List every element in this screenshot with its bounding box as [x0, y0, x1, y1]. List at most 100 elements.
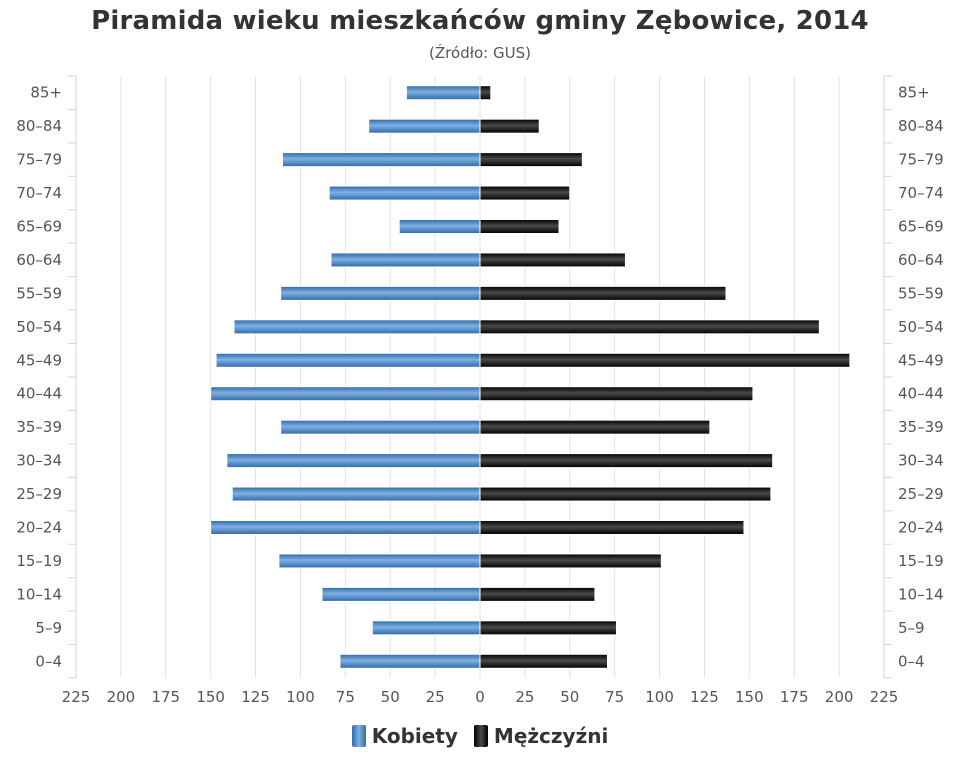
bar-women: [339, 653, 481, 669]
y-tick-label-left: 50–54: [16, 318, 62, 336]
y-tick-label-right: 45–49: [898, 351, 944, 369]
chart-title: Piramida wieku mieszkańców gminy Zębowic…: [91, 6, 869, 36]
y-tick-label-right: 70–74: [898, 184, 944, 202]
y-tick-label-right: 60–64: [898, 251, 944, 269]
bar-men: [479, 152, 583, 168]
legend-item-men[interactable]: Mężczyźni: [473, 724, 609, 748]
bar-men: [479, 185, 571, 201]
bar-men: [479, 486, 772, 502]
bar-men: [479, 553, 662, 569]
y-tick-label-left: 20–24: [16, 519, 62, 537]
x-tick-label: 150: [196, 688, 225, 706]
y-tick-label-left: 10–14: [16, 585, 62, 603]
bar-women: [278, 553, 481, 569]
bar-men: [479, 453, 774, 469]
bar-men: [479, 653, 608, 669]
y-tick-label-right: 30–34: [898, 452, 944, 470]
bar-women: [368, 118, 481, 134]
x-tick-label: 100: [645, 688, 674, 706]
bar-women: [328, 185, 481, 201]
legend: Kobiety Mężczyźni: [0, 724, 960, 748]
bars: [210, 85, 851, 669]
bar-men: [479, 285, 727, 301]
y-tick-label-left: 85+: [30, 84, 62, 102]
bar-men: [479, 386, 754, 402]
bar-women: [398, 219, 481, 234]
x-tick-label: 200: [825, 688, 854, 706]
x-tick-label: 0: [475, 688, 485, 706]
x-tick-label: 125: [690, 688, 719, 706]
bar-women: [371, 620, 481, 636]
bar-men: [479, 620, 617, 636]
bar-women: [280, 285, 481, 301]
y-tick-label-left: 25–29: [16, 485, 62, 503]
y-tick-label-right: 55–59: [898, 284, 944, 302]
bar-women: [281, 152, 481, 168]
y-tick-label-right: 65–69: [898, 218, 944, 236]
bar-men: [479, 85, 492, 101]
legend-label-men: Mężczyźni: [493, 724, 609, 748]
bar-men: [479, 586, 596, 602]
y-tick-label-left: 65–69: [16, 218, 62, 236]
legend-item-women[interactable]: Kobiety: [351, 724, 458, 748]
y-tick-label-right: 80–84: [898, 117, 944, 135]
x-tick-label: 75: [605, 688, 624, 706]
bar-men: [479, 520, 745, 535]
y-tick-label-left: 60–64: [16, 251, 62, 269]
bar-women: [233, 319, 481, 335]
bar-women: [405, 85, 481, 101]
x-tick-label: 25: [515, 688, 534, 706]
bar-men: [479, 252, 626, 268]
x-tick-label: 75: [336, 688, 355, 706]
y-tick-label-left: 0–4: [35, 652, 62, 670]
y-tick-label-left: 5–9: [35, 619, 62, 637]
axis-labels: 225 200 175 150 125 100 75 50 25 0 25 50 75 100 125 150…: [16, 84, 943, 706]
y-tick-label-left: 35–39: [16, 418, 62, 436]
x-tick-label: 225: [62, 688, 91, 706]
bar-men: [479, 319, 820, 335]
bar-men: [479, 352, 851, 368]
x-tick-label: 225: [870, 688, 899, 706]
y-tick-label-right: 10–14: [898, 585, 944, 603]
chart-subtitle: (Źródło: GUS): [429, 44, 531, 62]
x-tick-label: 200: [107, 688, 136, 706]
bar-women: [210, 386, 481, 402]
bar-women: [280, 419, 481, 435]
x-tick-label: 25: [426, 688, 445, 706]
axes: [68, 75, 892, 679]
y-tick-label-right: 50–54: [898, 318, 944, 336]
bar-men: [479, 219, 560, 234]
x-tick-label: 175: [780, 688, 809, 706]
y-tick-label-left: 40–44: [16, 385, 62, 403]
y-tick-label-right: 40–44: [898, 385, 944, 403]
y-tick-label-left: 75–79: [16, 151, 62, 169]
x-tick-label: 50: [560, 688, 579, 706]
legend-label-women: Kobiety: [371, 724, 458, 748]
y-tick-label-right: 25–29: [898, 485, 944, 503]
y-tick-label-right: 20–24: [898, 519, 944, 537]
bar-women: [321, 586, 481, 602]
y-tick-label-left: 30–34: [16, 452, 62, 470]
y-tick-label-right: 35–39: [898, 418, 944, 436]
y-tick-label-right: 15–19: [898, 552, 944, 570]
y-tick-label-right: 85+: [898, 84, 930, 102]
y-tick-label-right: 0–4: [898, 652, 925, 670]
bar-women: [210, 520, 481, 535]
y-tick-label-left: 55–59: [16, 284, 62, 302]
y-tick-label-left: 45–49: [16, 351, 62, 369]
bar-women: [215, 352, 481, 368]
bar-women: [226, 453, 481, 469]
y-tick-label-left: 80–84: [16, 117, 62, 135]
bar-men: [479, 419, 711, 435]
x-tick-label: 50: [381, 688, 400, 706]
y-tick-label-left: 70–74: [16, 184, 62, 202]
x-tick-label: 100: [286, 688, 315, 706]
x-tick-label: 150: [735, 688, 764, 706]
bar-women: [330, 252, 481, 268]
legend-swatch-black-icon: [473, 725, 488, 747]
x-tick-label: 175: [151, 688, 180, 706]
bar-men: [479, 118, 540, 134]
y-tick-label-right: 5–9: [898, 619, 925, 637]
population-pyramid-chart: 225 200 175 150 125 100 75 50 25 0 25 50 75 100 125 150…: [16, 75, 944, 706]
x-tick-label: 125: [241, 688, 270, 706]
